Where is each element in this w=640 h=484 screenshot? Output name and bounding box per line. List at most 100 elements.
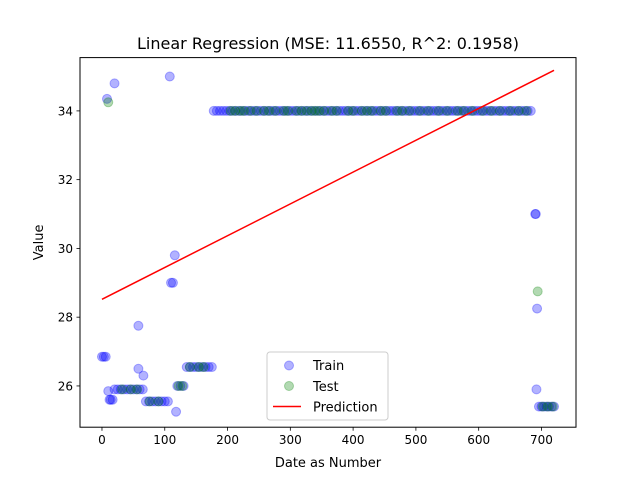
test-point <box>486 105 497 116</box>
train-point <box>227 105 238 116</box>
train-point <box>243 105 254 116</box>
train-point <box>491 105 502 116</box>
train-point <box>115 384 126 395</box>
x-tick-label: 600 <box>467 433 490 447</box>
test-point <box>442 105 453 116</box>
plot-area <box>96 69 560 417</box>
y-tick-label: 30 <box>58 242 73 256</box>
test-point <box>193 362 204 373</box>
test-point <box>348 105 359 116</box>
x-axis-label: Date as Number <box>275 456 382 471</box>
test-point <box>452 105 463 116</box>
train-point <box>164 71 175 82</box>
train-point <box>409 105 420 116</box>
test-point <box>495 105 506 116</box>
test-point <box>414 105 425 116</box>
test-point <box>282 105 293 116</box>
y-tick-label: 26 <box>58 379 73 393</box>
train-point <box>153 396 164 407</box>
train-point <box>265 105 276 116</box>
train-point <box>162 396 173 407</box>
train-point <box>324 105 335 116</box>
train-point <box>444 105 455 116</box>
test-point <box>380 105 391 116</box>
test-point <box>144 396 155 407</box>
train-point <box>513 105 524 116</box>
train-point <box>334 105 345 116</box>
test-point <box>521 105 532 116</box>
train-point <box>500 105 511 116</box>
train-point <box>510 105 521 116</box>
train-point <box>203 362 214 373</box>
train-point <box>428 105 439 116</box>
train-point <box>331 105 342 116</box>
train-point <box>166 277 177 288</box>
train-point <box>118 384 129 395</box>
train-point <box>497 105 508 116</box>
test-point <box>184 362 195 373</box>
test-point <box>319 105 330 116</box>
train-point <box>208 105 219 116</box>
train-point <box>315 105 326 116</box>
test-point <box>270 105 281 116</box>
train-point <box>150 396 161 407</box>
train-point <box>481 105 492 116</box>
train-point <box>218 105 229 116</box>
train-point <box>125 384 136 395</box>
train-point <box>375 105 386 116</box>
train-point <box>530 209 541 220</box>
train-point <box>167 277 178 288</box>
train-point <box>546 401 557 412</box>
y-axis: 26 28 30 32 34 <box>58 104 80 393</box>
train-point <box>359 105 370 116</box>
x-tick-label: 500 <box>404 433 427 447</box>
train-point <box>453 105 464 116</box>
test-point <box>117 384 128 395</box>
train-point <box>356 105 367 116</box>
test-point <box>263 105 274 116</box>
test-point <box>235 105 246 116</box>
test-point <box>177 380 188 391</box>
test-point <box>301 105 312 116</box>
train-point <box>503 105 514 116</box>
train-point <box>133 363 144 374</box>
x-tick-label: 200 <box>216 433 239 447</box>
test-point <box>314 105 325 116</box>
train-point <box>109 384 120 395</box>
train-point <box>171 406 182 417</box>
train-point <box>268 105 279 116</box>
legend-train-marker <box>284 360 294 371</box>
test-point <box>513 105 524 116</box>
train-point <box>522 105 533 116</box>
train-point <box>530 209 541 220</box>
train-point <box>246 105 257 116</box>
train-point <box>544 401 554 412</box>
x-axis: 0 100 200 300 400 500 600 700 <box>98 427 553 447</box>
train-point <box>224 105 235 116</box>
train-point <box>211 105 222 116</box>
test-point <box>238 105 249 116</box>
test-point <box>331 105 342 116</box>
train-point <box>538 401 549 412</box>
test-point <box>343 105 354 116</box>
test-point <box>356 105 367 116</box>
y-tick-label: 34 <box>58 104 73 118</box>
test-point <box>279 105 290 116</box>
train-point <box>240 105 251 116</box>
test-point <box>505 105 516 116</box>
prediction-line <box>101 69 555 300</box>
train-point <box>400 105 411 116</box>
train-point <box>172 380 183 391</box>
train-point <box>206 362 217 373</box>
train-point <box>450 105 461 116</box>
train-point <box>200 362 211 373</box>
train-point <box>525 105 536 116</box>
train-point <box>447 105 458 116</box>
train-point <box>105 394 116 405</box>
train-point <box>215 105 226 116</box>
train-point <box>109 78 120 89</box>
y-tick-label: 32 <box>58 173 73 187</box>
test-point <box>366 105 377 116</box>
train-point <box>484 105 495 116</box>
x-tick-label: 100 <box>153 433 176 447</box>
